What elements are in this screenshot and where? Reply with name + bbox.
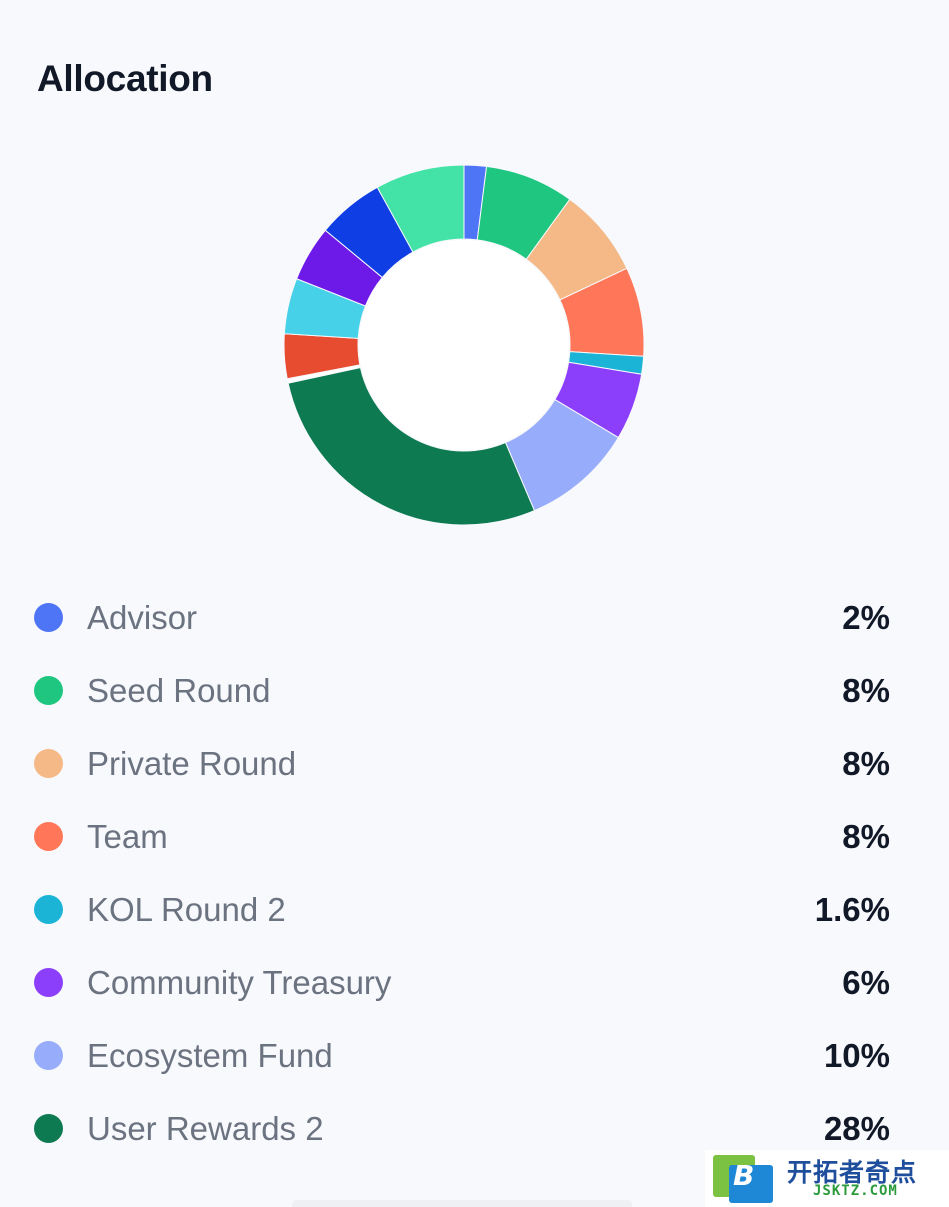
legend-value: 28% (823, 1110, 890, 1147)
legend-dot (34, 749, 63, 778)
legend-value: 6% (842, 964, 890, 1001)
site-name: 开拓者奇点 (787, 1158, 918, 1187)
legend-value: 8% (842, 745, 890, 782)
legend-item: KOL Round 2 1.6% (34, 888, 890, 932)
legend-label: KOL Round 2 (87, 891, 286, 928)
legend-value: 10% (823, 1037, 890, 1074)
legend-value: 8% (842, 672, 890, 709)
legend-item: Community Treasury 6% (34, 961, 890, 1005)
donut-slice-user-rewards-2 (287, 366, 536, 526)
card-title: Allocation (37, 58, 213, 99)
donut-hole (359, 240, 569, 450)
site-watermark: B 开拓者奇点 JSKTZ.COM (705, 1150, 949, 1207)
donut-slice-airdrop (376, 164, 465, 253)
legend-dot (34, 676, 63, 705)
site-logo-letter: B (733, 1159, 754, 1192)
legend-dot (34, 603, 63, 632)
legend-label: Seed Round (87, 672, 271, 709)
legend-value: 2% (842, 599, 890, 636)
legend-item: Ecosystem Fund 10% (34, 1034, 890, 1078)
card-divider (292, 1200, 632, 1207)
site-domain: JSKTZ.COM (813, 1183, 898, 1199)
legend-label: Ecosystem Fund (87, 1037, 333, 1074)
legend-item: Seed Round 8% (34, 669, 890, 713)
legend-label: Private Round (87, 745, 297, 782)
legend-item: User Rewards 2 28% (34, 1107, 890, 1151)
legend-label: Advisor (87, 599, 198, 636)
legend-label: User Rewards 2 (87, 1110, 324, 1147)
legend-value: 8% (842, 818, 890, 855)
legend-item: Private Round 8% (34, 742, 890, 786)
legend-value: 1.6% (814, 891, 890, 928)
legend-dot (34, 968, 63, 997)
site-logo-icon: B (713, 1155, 773, 1203)
legend-item: Team 8% (34, 815, 890, 859)
legend-dot (34, 822, 63, 851)
legend-item: Advisor 2% (34, 596, 890, 640)
legend-dot (34, 895, 63, 924)
allocation-donut-chart (283, 164, 645, 526)
legend-dot (34, 1041, 63, 1070)
legend-label: Team (87, 818, 168, 855)
legend-dot (34, 1114, 63, 1143)
legend-label: Community Treasury (87, 964, 392, 1001)
